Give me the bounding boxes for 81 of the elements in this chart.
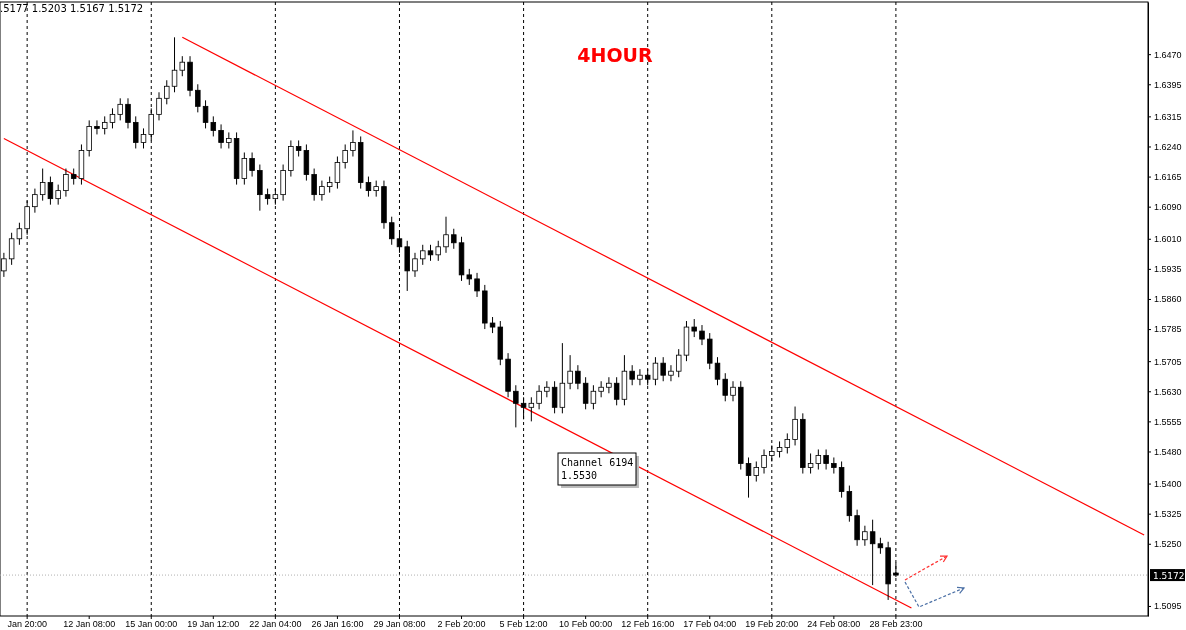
x-tick-label: 22 Jan 04:00 (249, 618, 302, 629)
candlestick (722, 372, 728, 402)
y-tick-label: 1.6315 (1154, 111, 1182, 122)
x-tick-label: 24 Feb 08:00 (807, 618, 861, 629)
annotation: .5177 1.5203 1.5167 1.5172 (0, 3, 144, 14)
candlestick (451, 228, 457, 250)
candlestick (660, 356, 666, 382)
x-tick-label: 15 Jan 00:00 (125, 618, 178, 629)
x-tick-label: 10 Feb 00:00 (559, 618, 613, 629)
candlestick (823, 448, 829, 471)
candlestick (117, 97, 123, 121)
candlestick (140, 127, 147, 149)
y-tick-label: 1.5250 (1154, 539, 1182, 550)
y-tick-label: 1.5705 (1154, 356, 1182, 367)
y-tick-label: 1.5785 (1154, 324, 1182, 335)
candlestick (474, 272, 480, 298)
candlestick (125, 97, 131, 129)
x-tick-label: 12 Jan 08:00 (63, 618, 116, 629)
y-tick-label: 1.6470 (1154, 49, 1182, 60)
x-tick-label: 26 Jan 16:00 (311, 618, 364, 629)
y-tick-label: 1.6010 (1154, 234, 1182, 245)
candlestick (249, 151, 255, 178)
candlestick (420, 244, 426, 266)
candlestick (319, 180, 325, 202)
candlestick (195, 83, 201, 113)
candlestick (567, 354, 573, 390)
text: 4HOUR (577, 44, 654, 66)
candlestick (32, 188, 38, 214)
x-tick-label: 17 Feb 04:00 (683, 618, 737, 629)
candlestick (691, 318, 697, 338)
candlestick (156, 91, 162, 121)
x-tick-label: 2 Feb 20:00 (437, 618, 486, 629)
candlestick (435, 240, 441, 262)
candlestick (831, 456, 837, 475)
x-tick-label: 5 Feb 12:00 (499, 618, 548, 629)
candlestick (412, 252, 418, 278)
candlestick (699, 324, 705, 346)
ref-line-label: 1.5172 (1153, 571, 1185, 582)
candlestick (443, 216, 449, 254)
candlestick (350, 129, 356, 157)
candlestick (730, 380, 736, 402)
candlestick (513, 384, 519, 428)
candlestick (862, 525, 868, 547)
candlestick (668, 364, 674, 382)
y-tick-label: 1.5935 (1154, 264, 1182, 275)
x-tick-label: 19 Feb 20:00 (745, 618, 799, 629)
candlestick (575, 364, 581, 390)
x-tick-label: Jan 20:00 (7, 618, 47, 629)
candlestick (761, 448, 767, 475)
y-tick-label: 1.6165 (1154, 171, 1182, 182)
candlestick (311, 168, 317, 202)
candlestick (536, 384, 542, 410)
candlestick (94, 119, 100, 135)
y-tick-label: 1.5480 (1154, 446, 1182, 457)
y-tick-label: 1.6395 (1154, 79, 1182, 90)
annotation: Channel 6194 1.5530 (561, 457, 634, 481)
x-tick-label: 19 Jan 12:00 (187, 618, 240, 629)
y-tick-label: 1.5555 (1154, 416, 1182, 427)
y-tick-label: 1.5325 (1154, 509, 1182, 520)
y-tick-label: 1.6090 (1154, 202, 1182, 213)
y-tick-label: 1.5400 (1154, 478, 1182, 489)
y-tick-label: 1.6240 (1154, 141, 1182, 152)
x-tick-label: 29 Jan 08:00 (373, 618, 426, 629)
candlestick (637, 368, 643, 386)
x-tick-label: 28 Feb 23:00 (869, 618, 923, 629)
y-tick-label: 1.5095 (1154, 601, 1182, 612)
candlestick (606, 376, 612, 394)
candlestick (342, 143, 348, 170)
candlestick (164, 79, 170, 105)
candlestick (714, 356, 721, 386)
candlestick (598, 380, 604, 398)
candlestick (218, 123, 224, 149)
candlestick (55, 184, 61, 206)
candlestick (792, 406, 798, 446)
y-tick-label: 1.5630 (1154, 386, 1182, 397)
candlestick (629, 364, 635, 386)
x-tick-label: 12 Feb 16:00 (621, 618, 675, 629)
candlestick (63, 168, 69, 198)
candlestick (133, 115, 139, 149)
candlestick (544, 380, 550, 398)
y-tick-label: 1.5860 (1154, 294, 1182, 305)
